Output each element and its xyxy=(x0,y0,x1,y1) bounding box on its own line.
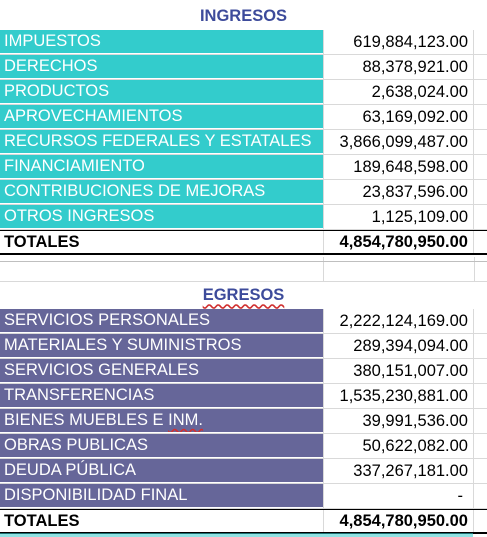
ingresos-value-cell[interactable]: 88,378,921.00 xyxy=(323,55,473,79)
empty-cell[interactable] xyxy=(473,510,487,532)
egresos-row[interactable]: SERVICIOS PERSONALES 2,222,124,169.00 xyxy=(0,309,487,334)
ingresos-title: INGRESOS xyxy=(199,6,288,25)
ingresos-totals-label[interactable]: TOTALES xyxy=(0,231,323,253)
ingresos-label-cell[interactable]: DERECHOS xyxy=(0,55,323,79)
ingresos-row[interactable]: FINANCIAMIENTO 189,648,598.00 xyxy=(0,155,487,180)
egresos-label-cell[interactable]: TRANSFERENCIAS xyxy=(0,384,323,408)
empty-cell[interactable] xyxy=(473,30,487,54)
egresos-totals-label[interactable]: TOTALES xyxy=(0,510,323,532)
empty-cell[interactable] xyxy=(473,384,487,408)
ingresos-row[interactable]: PRODUCTOS 2,638,024.00 xyxy=(0,80,487,105)
empty-cell[interactable] xyxy=(473,105,487,129)
egresos-title: EGRESOS xyxy=(202,285,285,304)
ingresos-value-cell[interactable]: 1,125,109.00 xyxy=(323,205,473,229)
ingresos-row[interactable]: OTROS INGRESOS 1,125,109.00 xyxy=(0,205,487,230)
ingresos-value-cell[interactable]: 3,866,099,487.00 xyxy=(323,130,473,154)
bottom-border-accent xyxy=(0,533,473,537)
ingresos-row[interactable]: DERECHOS 88,378,921.00 xyxy=(0,55,487,80)
empty-cell[interactable] xyxy=(474,262,487,281)
ingresos-row[interactable]: IMPUESTOS 619,884,123.00 xyxy=(0,30,487,55)
egresos-row[interactable]: TRANSFERENCIAS 1,535,230,881.00 xyxy=(0,384,487,409)
ingresos-label-cell[interactable]: OTROS INGRESOS xyxy=(0,205,323,229)
spacer-row[interactable] xyxy=(0,262,487,282)
empty-cell[interactable] xyxy=(473,55,487,79)
ingresos-label-cell[interactable]: RECURSOS FEDERALES Y ESTATALES xyxy=(0,130,323,154)
empty-cell[interactable] xyxy=(473,155,487,179)
ingresos-label-cell[interactable]: PRODUCTOS xyxy=(0,80,323,104)
egresos-value-cell[interactable]: 2,222,124,169.00 xyxy=(323,309,473,333)
empty-cell[interactable] xyxy=(473,130,487,154)
ingresos-row[interactable]: CONTRIBUCIONES DE MEJORAS 23,837,596.00 xyxy=(0,180,487,205)
empty-cell[interactable] xyxy=(0,257,323,261)
ingresos-row[interactable]: RECURSOS FEDERALES Y ESTATALES 3,866,099… xyxy=(0,130,487,155)
ingresos-value-cell[interactable]: 619,884,123.00 xyxy=(323,30,473,54)
egresos-label-cell[interactable]: SERVICIOS PERSONALES xyxy=(0,309,323,333)
egresos-totals-value[interactable]: 4,854,780,950.00 xyxy=(323,510,473,532)
egresos-label-cell[interactable]: MATERIALES Y SUMINISTROS xyxy=(0,334,323,358)
egresos-label-cell[interactable]: BIENES MUEBLES E INM. xyxy=(0,409,323,433)
egresos-value-cell[interactable]: 39,991,536.00 xyxy=(323,409,473,433)
empty-cell[interactable] xyxy=(473,359,487,383)
egresos-value-cell[interactable]: 337,267,181.00 xyxy=(323,459,473,483)
empty-cell[interactable] xyxy=(473,80,487,104)
egresos-label-cell[interactable]: OBRAS PUBLICAS xyxy=(0,434,323,458)
ingresos-value-cell[interactable]: 189,648,598.00 xyxy=(323,155,473,179)
empty-cell[interactable] xyxy=(473,180,487,204)
ingresos-label-cell[interactable]: IMPUESTOS xyxy=(0,30,323,54)
ingresos-label-cell[interactable]: FINANCIAMIENTO xyxy=(0,155,323,179)
egresos-value-cell[interactable]: 380,151,007.00 xyxy=(323,359,473,383)
egresos-row[interactable]: DEUDA PÚBLICA 337,267,181.00 xyxy=(0,459,487,484)
egresos-row[interactable]: DISPONIBILIDAD FINAL - xyxy=(0,484,487,509)
ingresos-value-cell[interactable]: 23,837,596.00 xyxy=(323,180,473,204)
egresos-value-cell[interactable]: 289,394,094.00 xyxy=(323,334,473,358)
egresos-label-cell[interactable]: DISPONIBILIDAD FINAL xyxy=(0,484,323,508)
empty-cell[interactable] xyxy=(473,434,487,458)
ingresos-value-cell[interactable]: 2,638,024.00 xyxy=(323,80,473,104)
ingresos-label-cell[interactable]: APROVECHAMIENTOS xyxy=(0,105,323,129)
empty-cell[interactable] xyxy=(323,257,474,261)
egresos-row[interactable]: MATERIALES Y SUMINISTROS 289,394,094.00 xyxy=(0,334,487,359)
spacer-row[interactable] xyxy=(0,257,487,262)
ingresos-totals-value[interactable]: 4,854,780,950.00 xyxy=(323,231,473,253)
egresos-value-cell[interactable]: 1,535,230,881.00 xyxy=(323,384,473,408)
empty-cell[interactable] xyxy=(323,262,474,281)
empty-cell[interactable] xyxy=(473,309,487,333)
empty-cell[interactable] xyxy=(473,205,487,229)
empty-cell[interactable] xyxy=(0,262,323,281)
empty-cell[interactable] xyxy=(473,334,487,358)
egresos-label-cell[interactable]: DEUDA PÚBLICA xyxy=(0,459,323,483)
egresos-totals-row[interactable]: TOTALES 4,854,780,950.00 xyxy=(0,509,487,534)
empty-cell[interactable] xyxy=(473,231,487,253)
egresos-label-cell[interactable]: SERVICIOS GENERALES xyxy=(0,359,323,383)
egresos-label-text: BIENES MUEBLES E xyxy=(4,411,169,429)
spellcheck-flagged-word: INM. xyxy=(168,411,203,429)
egresos-header[interactable]: EGRESOS xyxy=(0,281,487,309)
empty-cell[interactable] xyxy=(473,459,487,483)
ingresos-header[interactable]: INGRESOS xyxy=(0,2,487,30)
egresos-row[interactable]: OBRAS PUBLICAS 50,622,082.00 xyxy=(0,434,487,459)
empty-cell[interactable] xyxy=(474,257,487,261)
ingresos-value-cell[interactable]: 63,169,092.00 xyxy=(323,105,473,129)
empty-cell[interactable] xyxy=(473,409,487,433)
egresos-value-cell[interactable]: 50,622,082.00 xyxy=(323,434,473,458)
egresos-value-cell[interactable]: - xyxy=(323,484,473,508)
ingresos-label-cell[interactable]: CONTRIBUCIONES DE MEJORAS xyxy=(0,180,323,204)
ingresos-row[interactable]: APROVECHAMIENTOS 63,169,092.00 xyxy=(0,105,487,130)
ingresos-totals-row[interactable]: TOTALES 4,854,780,950.00 xyxy=(0,230,487,255)
egresos-row[interactable]: SERVICIOS GENERALES 380,151,007.00 xyxy=(0,359,487,384)
empty-cell[interactable] xyxy=(473,484,487,508)
egresos-row[interactable]: BIENES MUEBLES E INM. 39,991,536.00 xyxy=(0,409,487,434)
